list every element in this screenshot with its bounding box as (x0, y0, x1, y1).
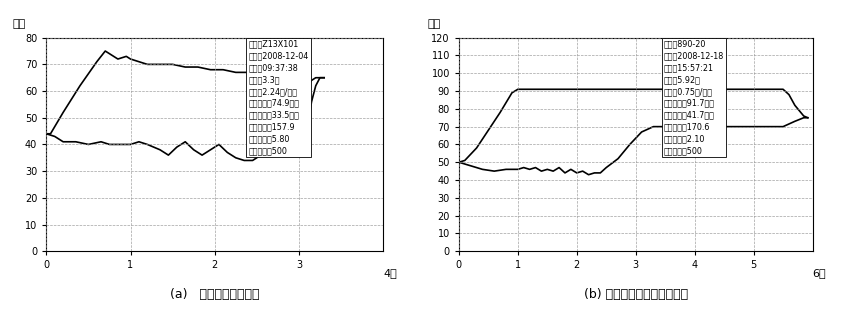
Text: 井名：890-20
日期：2008-12-18
时间：15:57:21
冲程：5.92米
冲次：0.75次/分钟
最大载荷：91.7千牛
最小载荷：41.7千牛: 井名：890-20 日期：2008-12-18 时间：15:57:21 冲程：5… (664, 40, 724, 155)
Text: 4米: 4米 (383, 268, 397, 278)
Text: (a)   油井工作状态正常: (a) 油井工作状态正常 (170, 289, 259, 301)
Text: 千牛: 千牛 (13, 19, 26, 29)
Text: 千牛: 千牛 (427, 19, 440, 29)
Text: (b) 油井工作在供液差的状态: (b) 油井工作在供液差的状态 (584, 289, 688, 301)
Text: 井名：Z13X101
日期：2008-12-04
时间：09:37:38
冲程：3.3米
冲次：2.24次/分钟
最大载荷：74.9千牛
最小载荷：33.5千牛: 井名：Z13X101 日期：2008-12-04 时间：09:37:38 冲程：… (248, 40, 309, 155)
Text: 6米: 6米 (813, 268, 826, 278)
